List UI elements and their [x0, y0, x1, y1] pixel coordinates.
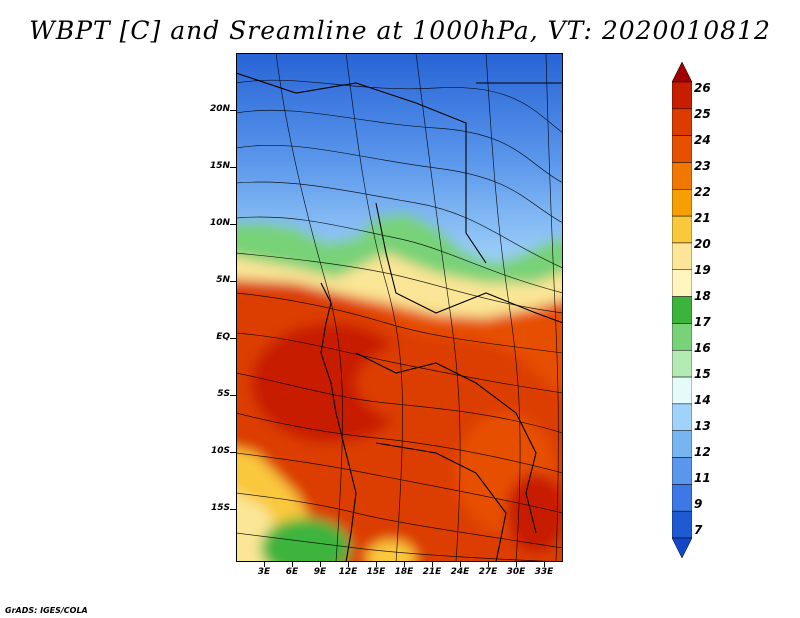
colorbar-label: 23	[694, 159, 711, 173]
colorbar-segment	[672, 162, 692, 190]
colorbar-segment	[672, 81, 692, 110]
colorbar-label: 22	[694, 185, 711, 199]
footer-credit: GrADS: IGES/COLA	[5, 606, 88, 615]
lat-label: 5N	[216, 275, 230, 285]
colorbar-label: 26	[694, 81, 711, 95]
colorbar-label: 14	[694, 393, 711, 407]
colorbar-segment	[672, 484, 692, 512]
lon-label: 15E	[366, 567, 386, 577]
lon-label: 3E	[257, 567, 271, 577]
lat-tick	[230, 509, 236, 510]
lat-label: 15S	[210, 503, 230, 513]
colorbar-label: 11	[694, 471, 711, 485]
colorbar-segment	[672, 242, 692, 271]
colorbar-label: 9	[694, 497, 703, 511]
lon-tick	[516, 562, 517, 567]
lon-tick	[460, 562, 461, 567]
colorbar-label: 20	[694, 237, 711, 251]
lat-tick	[230, 167, 236, 168]
colorbar-segment	[672, 537, 692, 558]
colorbar-segment	[672, 62, 692, 83]
colorbar-segment	[672, 108, 692, 136]
colorbar-label: 7	[694, 523, 703, 537]
lon-tick	[348, 562, 349, 567]
colorbar-segment	[672, 269, 692, 297]
lat-tick	[230, 224, 236, 225]
lat-tick	[230, 395, 236, 396]
lat-tick	[230, 281, 236, 282]
borders	[236, 72, 563, 562]
map-panel	[236, 53, 563, 562]
colorbar-segment	[672, 296, 692, 324]
colorbar-label: 21	[694, 211, 711, 225]
colorbar-label: 15	[694, 367, 711, 381]
lat-label: 15N	[209, 161, 230, 171]
lon-label: 27E	[478, 567, 498, 577]
colorbar-label: 12	[694, 445, 711, 459]
colorbar-segment	[672, 349, 692, 378]
lat-tick	[230, 110, 236, 111]
lon-label: 33E	[534, 567, 554, 577]
lat-tick	[230, 338, 236, 339]
lon-tick	[544, 562, 545, 567]
colorbar-label: 17	[694, 315, 711, 329]
colorbar-label: 18	[694, 289, 711, 303]
colorbar-label: 25	[694, 107, 711, 121]
lon-tick	[432, 562, 433, 567]
lon-tick	[292, 562, 293, 567]
map-title: WBPT [C] and Sreamline at 1000hPa, VT: 2…	[29, 16, 771, 45]
colorbar	[672, 62, 692, 558]
lat-label: EQ	[216, 332, 230, 342]
colorbar-segment	[672, 215, 692, 244]
colorbar-label: 16	[694, 341, 711, 355]
lon-tick	[404, 562, 405, 567]
colorbar-label: 24	[694, 133, 711, 147]
lat-label: 10S	[210, 446, 230, 456]
colorbar-label: 19	[694, 263, 711, 277]
lat-label: 5S	[217, 389, 230, 399]
lon-tick	[264, 562, 265, 567]
lon-label: 9E	[313, 567, 327, 577]
lon-label: 21E	[422, 567, 442, 577]
lon-tick	[376, 562, 377, 567]
lon-label: 18E	[394, 567, 414, 577]
lon-tick	[488, 562, 489, 567]
lon-tick	[320, 562, 321, 567]
lon-label: 24E	[450, 567, 470, 577]
colorbar-segment	[672, 403, 692, 431]
colorbar-segment	[672, 376, 692, 405]
colorbar-segment	[672, 135, 692, 163]
colorbar-label: 13	[694, 419, 711, 433]
colorbar-segment	[672, 189, 692, 217]
colorbar-segment	[672, 323, 692, 351]
streamlines	[236, 53, 563, 562]
temperature-field	[236, 53, 563, 562]
lat-label: 20N	[209, 104, 230, 114]
lon-label: 12E	[338, 567, 358, 577]
lon-label: 30E	[506, 567, 526, 577]
colorbar-segment	[672, 510, 692, 539]
colorbar-segment	[672, 430, 692, 458]
lat-label: 10N	[209, 218, 230, 228]
colorbar-segment	[672, 457, 692, 485]
lon-label: 6E	[285, 567, 299, 577]
lat-tick	[230, 452, 236, 453]
